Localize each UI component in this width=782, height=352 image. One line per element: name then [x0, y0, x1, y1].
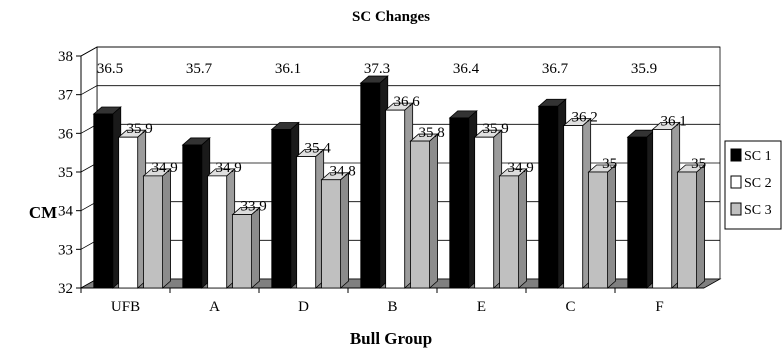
data-label: 36.4: [453, 61, 480, 77]
legend-entry: SC 3: [744, 203, 772, 218]
legend-swatch: [730, 175, 742, 189]
bar-sc1-d: [270, 121, 300, 289]
bar-front: [449, 117, 470, 289]
bar-sc3-e: [498, 167, 528, 289]
bar-sc1-f: [626, 129, 656, 289]
bar-side: [429, 133, 438, 289]
bar-sc3-d: [320, 171, 350, 289]
bar-front: [652, 129, 673, 289]
data-label: 35.7: [186, 61, 213, 77]
y-tick-label: 33: [58, 242, 73, 258]
x-axis-label: Bull Group: [350, 329, 432, 348]
data-label: 35.8: [418, 125, 444, 141]
data-label: 36.1: [661, 113, 687, 129]
data-label: 36.2: [572, 110, 598, 126]
data-label: 35: [602, 156, 617, 172]
bar-sc2-b: [384, 102, 414, 289]
legend-entry: SC 2: [744, 176, 772, 191]
bar-side: [162, 167, 171, 289]
bar-sc2-d: [295, 148, 325, 289]
bar-sc3-b: [409, 133, 439, 289]
bar-front: [296, 156, 317, 289]
bar-front: [627, 136, 648, 289]
data-label: 36.7: [542, 61, 569, 77]
bar-front: [563, 125, 584, 289]
legend-entry: SC 1: [744, 149, 772, 164]
bar-front: [182, 144, 203, 289]
y-tick-label: 36: [58, 126, 74, 142]
y-tick-label: 32: [58, 281, 73, 297]
x-tick-label: UFB: [111, 299, 140, 315]
bar-front: [499, 175, 519, 289]
data-label: 33.9: [240, 199, 266, 215]
bar-sc2-e: [473, 129, 503, 289]
chart-title: SC Changes: [352, 9, 430, 25]
bar-sc3-a: [231, 206, 261, 289]
bar-sc1-c: [537, 98, 567, 289]
bar-side: [518, 167, 527, 289]
bar-front: [143, 175, 163, 289]
bar-front: [385, 109, 406, 289]
bar-side: [340, 171, 349, 289]
bar-sc1-b: [359, 75, 389, 289]
data-label: 34.9: [507, 160, 533, 176]
legend-swatch: [730, 148, 742, 162]
bar-sc3-c: [587, 164, 617, 289]
y-tick-label: 34: [58, 204, 74, 220]
y-tick-label: 38: [58, 49, 73, 65]
gridline: [80, 46, 720, 57]
bar-front: [410, 140, 430, 289]
data-label: 35.4: [305, 141, 332, 157]
x-tick-label: D: [298, 299, 309, 315]
data-label: 35.9: [631, 61, 657, 77]
bar-side: [607, 164, 616, 289]
bar-side: [696, 164, 705, 289]
data-label: 35.9: [483, 121, 509, 137]
x-tick-label: F: [655, 299, 663, 315]
data-label: 37.3: [364, 61, 390, 77]
y-axis-label: CM: [29, 203, 57, 222]
data-label: 35: [691, 156, 706, 172]
x-tick-label: E: [477, 299, 486, 315]
legend-swatch: [730, 202, 742, 216]
bar-front: [360, 82, 381, 289]
data-label: 34.9: [216, 160, 242, 176]
bar-sc1-e: [448, 109, 478, 289]
bar-sc1-a: [181, 137, 211, 289]
gridline: [80, 85, 720, 96]
y-tick-label: 35: [58, 165, 73, 181]
bar-sc3-ufb: [142, 167, 172, 289]
x-tick-label: B: [387, 299, 397, 315]
y-tick-label: 37: [58, 88, 74, 104]
bar-front: [588, 171, 608, 289]
bar-front: [677, 171, 697, 289]
data-label: 34.8: [329, 164, 355, 180]
bar-front: [474, 136, 495, 289]
legend: SC 1 SC 2 SC 3: [724, 140, 782, 230]
data-label: 34.9: [151, 160, 177, 176]
data-label: 36.5: [97, 61, 123, 77]
bar-sc2-ufb: [117, 129, 147, 289]
bar-side: [251, 206, 260, 289]
bar-sc1-ufb: [92, 106, 122, 289]
data-label: 35.9: [127, 121, 153, 137]
plot-area: 32 33 34 35 36 37 38 UFB A D B E C F 36.5 35.7 36.1 37.3 3…: [58, 46, 722, 315]
bar-sc2-f: [651, 121, 681, 289]
bar-sc3-f: [676, 164, 706, 289]
bar-front: [232, 214, 252, 289]
bar-front: [321, 179, 341, 289]
bar-front: [538, 105, 559, 289]
bar-front: [118, 136, 139, 289]
x-tick-label: C: [565, 299, 575, 315]
bar-sc2-a: [206, 167, 236, 289]
bar-sc2-c: [562, 117, 592, 289]
bar-front: [93, 113, 114, 289]
data-label: 36.6: [394, 94, 421, 110]
x-tick-label: A: [209, 299, 220, 315]
bar-front: [271, 129, 292, 289]
bar-front: [207, 175, 228, 289]
data-label: 36.1: [275, 61, 301, 77]
